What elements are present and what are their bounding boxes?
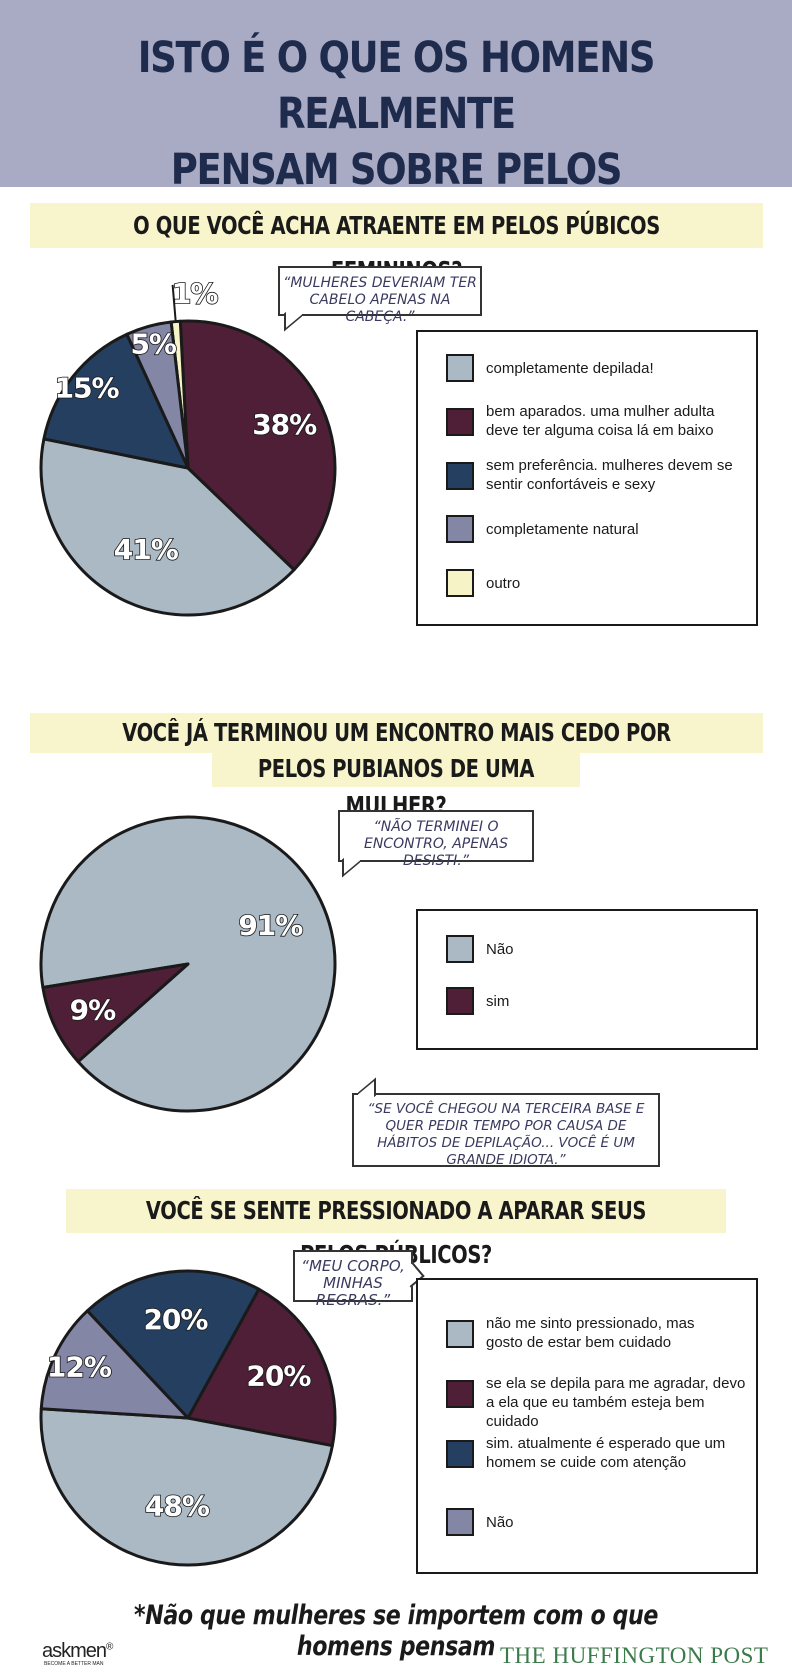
- legend-label: sem preferência. mulheres devem se senti…: [486, 457, 733, 493]
- pie-slice: [41, 962, 190, 1064]
- pie-value-label: 41%: [114, 533, 179, 566]
- legend-swatch: [446, 1508, 474, 1536]
- legend-label: não me sinto pressionado, mas gosto de e…: [486, 1315, 695, 1351]
- pie-value-label: 1%: [172, 277, 218, 310]
- askmen-tagline: BECOME A BETTER MAN: [44, 1661, 104, 1667]
- pie-value-label: 20%: [143, 1303, 208, 1336]
- pie-value-label: 9%: [70, 993, 116, 1026]
- pie-value-label: 20%: [246, 1359, 311, 1392]
- legend-label: se ela se depila para me agradar, devo a…: [486, 1375, 746, 1430]
- legend-swatch: [446, 1320, 474, 1348]
- huffington-post-logo: THE HUFFINGTON POST: [500, 1643, 769, 1668]
- legend-swatch: [446, 987, 474, 1015]
- legend-label: outro: [486, 575, 521, 592]
- legend-swatch: [446, 408, 474, 436]
- legend-label: completamente depilada!: [486, 360, 654, 377]
- legend-swatch: [446, 515, 474, 543]
- question-1-band: O que você acha atraente em pelos púbico…: [30, 203, 763, 285]
- pie-chart-3: 48% 20% 20% 12%: [39, 1269, 337, 1567]
- legend-swatch: [446, 1380, 474, 1408]
- quote-bubble-4: “Meu corpo, minhas regras.”: [293, 1250, 425, 1309]
- pie-value-label: 38%: [252, 408, 317, 441]
- pie-value-label: 48%: [145, 1490, 210, 1523]
- legend-swatch: [446, 569, 474, 597]
- question-2-band-line2: pelos pubianos de uma mulher?: [212, 750, 580, 820]
- legend-label: Não: [486, 941, 514, 958]
- askmen-logo: askmen®: [42, 1640, 113, 1663]
- askmen-registered-mark: ®: [106, 1641, 113, 1653]
- legend-3: não me sinto pressionado, mas gosto de e…: [416, 1278, 758, 1574]
- legend-label: sim. atualmente é esperado que um homem …: [486, 1435, 726, 1471]
- legend-label: Não: [486, 1514, 514, 1531]
- question-3: Você se sente pressionado a aparar seus …: [145, 1196, 647, 1269]
- header-banner: Isto é o que os homens realmente pensam …: [0, 0, 792, 251]
- pie-value-label: 15%: [55, 372, 120, 405]
- legend-2: Não sim: [416, 909, 758, 1050]
- pie-leader-line: [171, 284, 177, 322]
- legend-1: completamente depilada! bem aparados. um…: [416, 330, 758, 626]
- legend-label: completamente natural: [486, 521, 639, 538]
- question-3-band: Você se sente pressionado a aparar seus …: [66, 1189, 726, 1269]
- legend-swatch: [446, 462, 474, 490]
- question-2-band-line1: Você já terminou um encontro mais cedo p…: [30, 713, 763, 787]
- pie-value-label: 12%: [47, 1351, 112, 1384]
- legend-label: bem aparados. uma mulher adulta deve ter…: [486, 403, 715, 439]
- pie-value-label: 91%: [238, 909, 303, 942]
- quote-bubble-3: “Se você chegou na terceira base e quer …: [352, 1077, 660, 1168]
- pie-slice: [39, 815, 337, 1113]
- pie-slice: [186, 1287, 337, 1448]
- pie-slice: [178, 319, 337, 572]
- legend-label: sim: [486, 993, 510, 1010]
- legend-swatch: [446, 1440, 474, 1468]
- pie-slice: [39, 437, 296, 617]
- pie-slice: [42, 332, 190, 470]
- askmen-logo-text: askmen: [42, 1640, 107, 1662]
- legend-swatch: [446, 935, 474, 963]
- quote-3: “Se você chegou na terceira base e quer …: [367, 1101, 645, 1168]
- legend-swatch: [446, 354, 474, 382]
- quote-1: “Mulheres deveriam ter cabelo apenas na …: [283, 275, 477, 325]
- pie-slice: [85, 1269, 261, 1420]
- quote-bubble-2: “Não terminei o encontro, apenas desisti…: [338, 810, 534, 878]
- pie-chart-2: 91% 9%: [39, 815, 337, 1113]
- quote-4: “Meu corpo, minhas regras.”: [301, 1257, 405, 1309]
- pie-value-label: 5%: [130, 327, 176, 360]
- title-line-1: Isto é o que os homens realmente: [137, 33, 656, 139]
- pie-chart-1: 41% 38% 1% 5% 15%: [39, 276, 337, 617]
- footer-note: *Não que mulheres se importem com o que …: [134, 1600, 658, 1662]
- quote-bubble-1: “Mulheres deveriam ter cabelo apenas na …: [278, 266, 482, 332]
- pie-slice: [39, 1309, 190, 1420]
- pie-slice: [39, 1407, 334, 1567]
- quote-2: “Não terminei o encontro, apenas desisti…: [363, 819, 509, 869]
